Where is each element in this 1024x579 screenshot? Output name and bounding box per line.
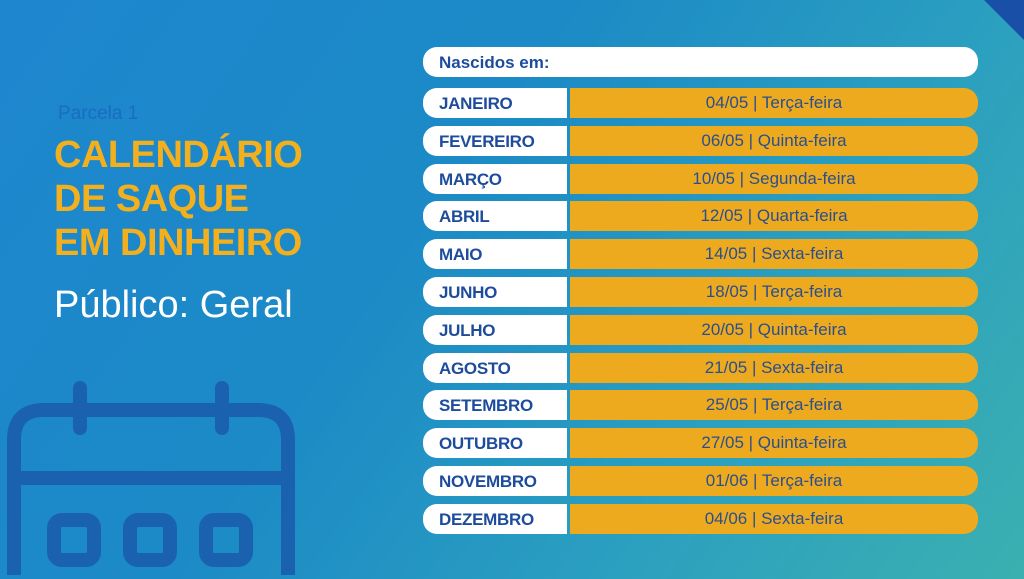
month-label: MARÇO (439, 169, 502, 189)
date-cell: 20/05 | Quinta-feira (570, 314, 978, 345)
subtitle: Parcela 1 (58, 103, 139, 124)
month-cell: MARÇO (423, 163, 567, 194)
table-row: JANEIRO 04/05 | Terça-feira (423, 88, 978, 118)
month-cell: DEZEMBRO (423, 503, 567, 534)
date-cell: 10/05 | Segunda-feira (570, 163, 978, 194)
date-cell: 06/05 | Quinta-feira (570, 125, 978, 156)
month-cell: SETEMBRO (423, 390, 567, 421)
table-row: FEVEREIRO 06/05 | Quinta-feira (423, 125, 978, 156)
date-cell: 12/05 | Quarta-feira (570, 201, 978, 232)
month-label: OUTUBRO (439, 434, 523, 454)
month-label: JANEIRO (439, 94, 513, 113)
date-cell: 04/05 | Terça-feira (570, 88, 978, 118)
date-cell: 04/06 | Sexta-feira (570, 503, 978, 534)
table-header-label: Nascidos em: (439, 53, 550, 72)
month-label: DEZEMBRO (439, 509, 534, 529)
month-cell: JANEIRO (423, 88, 567, 118)
calendar-icon (7, 381, 295, 575)
title-line: DE SAQUE (54, 178, 249, 220)
table-row: NOVEMBRO 01/06 | Terça-feira (423, 466, 978, 496)
date-cell: 18/05 | Terça-feira (570, 277, 978, 307)
table-row: JULHO 20/05 | Quinta-feira (423, 314, 978, 345)
month-cell: JULHO (423, 314, 567, 345)
audience-label: Público: Geral (54, 284, 293, 326)
month-cell: JUNHO (423, 277, 567, 307)
table-row: MAIO 14/05 | Sexta-feira (423, 239, 978, 270)
month-label: MAIO (439, 245, 483, 265)
month-cell: OUTUBRO (423, 428, 567, 459)
table-row: SETEMBRO 25/05 | Terça-feira (423, 390, 978, 421)
month-cell: AGOSTO (423, 352, 567, 383)
title-line: EM DINHEIRO (54, 222, 302, 264)
date-cell: 01/06 | Terça-feira (570, 466, 978, 496)
date-cell: 14/05 | Sexta-feira (570, 239, 978, 270)
month-cell: FEVEREIRO (423, 125, 567, 156)
page-title: CALENDÁRIO DE SAQUE EM DINHEIRO (54, 133, 303, 265)
month-label: JULHO (439, 320, 496, 340)
date-cell: 27/05 | Quinta-feira (570, 428, 978, 459)
month-label: ABRIL (439, 207, 490, 227)
table-row: JUNHO 18/05 | Terça-feira (423, 277, 978, 307)
table-row: DEZEMBRO 04/06 | Sexta-feira (423, 503, 978, 534)
month-label: AGOSTO (439, 358, 511, 378)
month-cell: MAIO (423, 239, 567, 270)
month-label: FEVEREIRO (439, 131, 535, 151)
month-cell: ABRIL (423, 201, 567, 232)
title-line: CALENDÁRIO (54, 134, 303, 176)
table-row: OUTUBRO 27/05 | Quinta-feira (423, 428, 978, 459)
table-row: AGOSTO 21/05 | Sexta-feira (423, 352, 978, 383)
month-label: SETEMBRO (439, 396, 533, 416)
table-header: Nascidos em: (423, 47, 978, 77)
month-cell: NOVEMBRO (423, 466, 567, 496)
month-label: NOVEMBRO (439, 472, 537, 491)
table-row: MARÇO 10/05 | Segunda-feira (423, 163, 978, 194)
month-label: JUNHO (439, 283, 498, 302)
table-row: ABRIL 12/05 | Quarta-feira (423, 201, 978, 232)
date-cell: 25/05 | Terça-feira (570, 390, 978, 421)
corner-decoration (984, 0, 1024, 40)
date-cell: 21/05 | Sexta-feira (570, 352, 978, 383)
